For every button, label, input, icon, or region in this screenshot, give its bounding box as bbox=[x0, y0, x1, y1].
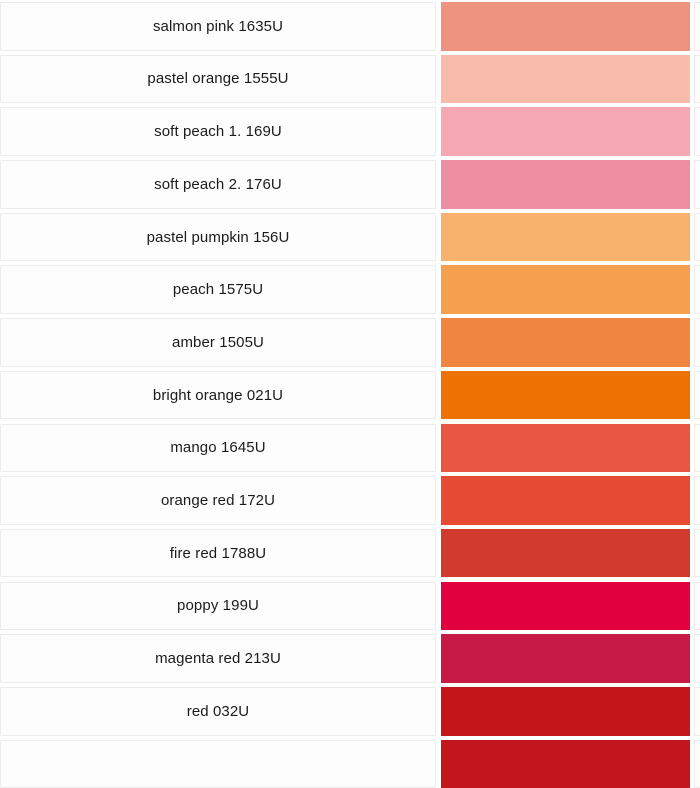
table-right-edge-cell bbox=[694, 54, 700, 104]
color-name-cell: bright orange 021U bbox=[0, 370, 436, 420]
color-name-label: peach 1575U bbox=[172, 281, 264, 299]
table-right-edge-cell bbox=[694, 107, 700, 156]
table-right-edge-cell bbox=[694, 423, 700, 473]
color-name-label: amber 1505U bbox=[172, 333, 264, 351]
color-swatch bbox=[441, 107, 690, 156]
table-right-edge-cell bbox=[694, 634, 700, 683]
table-right-edge-cell bbox=[694, 160, 700, 209]
color-name-cell: amber 1505U bbox=[0, 318, 436, 367]
color-swatch bbox=[441, 423, 690, 473]
color-name-label: salmon pink 1635U bbox=[152, 17, 284, 35]
color-swatch bbox=[441, 212, 690, 262]
color-swatch bbox=[441, 581, 690, 631]
color-name-cell: pastel pumpkin 156U bbox=[0, 212, 436, 262]
table-right-edge-cell bbox=[694, 318, 700, 367]
table-row: salmon pink 1635U bbox=[0, 2, 700, 51]
color-name-label: red 032U bbox=[186, 702, 250, 720]
color-name-label: fire red 1788U bbox=[169, 544, 267, 562]
color-name-label: magenta red 213U bbox=[155, 650, 281, 668]
table-right-edge-cell bbox=[694, 581, 700, 631]
table-row: orange red 172U bbox=[0, 476, 700, 525]
color-name-label: pastel pumpkin 156U bbox=[146, 228, 290, 246]
color-swatch bbox=[441, 686, 690, 736]
table-right-edge-cell bbox=[694, 265, 700, 315]
table-row: bright orange 021U bbox=[0, 370, 700, 420]
table-row: red 032U bbox=[0, 686, 700, 736]
color-name-cell: soft peach 1. 169U bbox=[0, 107, 436, 156]
color-swatch bbox=[441, 160, 690, 209]
table-right-edge-cell bbox=[694, 528, 700, 578]
table-row: amber 1505U bbox=[0, 318, 700, 367]
table-right-edge-cell bbox=[694, 686, 700, 736]
color-name-cell: orange red 172U bbox=[0, 476, 436, 525]
color-name-cell: poppy 199U bbox=[0, 581, 436, 631]
color-name-cell: pastel orange 1555U bbox=[0, 54, 436, 104]
table-row: soft peach 1. 169U bbox=[0, 107, 700, 156]
color-name-cell: fire red 1788U bbox=[0, 528, 436, 578]
color-swatch bbox=[441, 318, 690, 367]
table-row bbox=[0, 739, 700, 788]
color-swatch bbox=[441, 370, 690, 420]
color-name-label: orange red 172U bbox=[160, 491, 276, 509]
color-name-cell: soft peach 2. 176U bbox=[0, 160, 436, 209]
color-swatch bbox=[441, 739, 690, 788]
table-row: fire red 1788U bbox=[0, 528, 700, 578]
table-row: soft peach 2. 176U bbox=[0, 160, 700, 209]
table-row: pastel orange 1555U bbox=[0, 54, 700, 104]
color-swatch bbox=[441, 528, 690, 578]
table-right-edge-cell bbox=[694, 2, 700, 51]
color-swatch bbox=[441, 2, 690, 51]
color-name-cell bbox=[0, 739, 436, 788]
color-name-label: soft peach 1. 169U bbox=[154, 123, 282, 141]
color-swatch bbox=[441, 634, 690, 683]
table-right-edge-cell bbox=[694, 739, 700, 788]
table-row: magenta red 213U bbox=[0, 634, 700, 683]
color-name-label: bright orange 021U bbox=[152, 386, 284, 404]
color-name-cell: mango 1645U bbox=[0, 423, 436, 473]
table-right-edge-cell bbox=[694, 476, 700, 525]
color-name-cell: red 032U bbox=[0, 686, 436, 736]
table-row: pastel pumpkin 156U bbox=[0, 212, 700, 262]
table-right-edge-cell bbox=[694, 370, 700, 420]
color-name-cell: peach 1575U bbox=[0, 265, 436, 315]
color-swatch bbox=[441, 54, 690, 104]
table-right-edge-cell bbox=[694, 212, 700, 262]
color-swatch bbox=[441, 265, 690, 315]
color-name-label: mango 1645U bbox=[170, 439, 266, 457]
color-name-cell: salmon pink 1635U bbox=[0, 2, 436, 51]
color-swatch bbox=[441, 476, 690, 525]
color-name-cell: magenta red 213U bbox=[0, 634, 436, 683]
table-row: mango 1645U bbox=[0, 423, 700, 473]
table-row: peach 1575U bbox=[0, 265, 700, 315]
color-name-label: soft peach 2. 176U bbox=[154, 175, 282, 193]
color-name-label: poppy 199U bbox=[177, 597, 259, 615]
table-row: poppy 199U bbox=[0, 581, 700, 631]
color-name-label: pastel orange 1555U bbox=[147, 70, 289, 88]
